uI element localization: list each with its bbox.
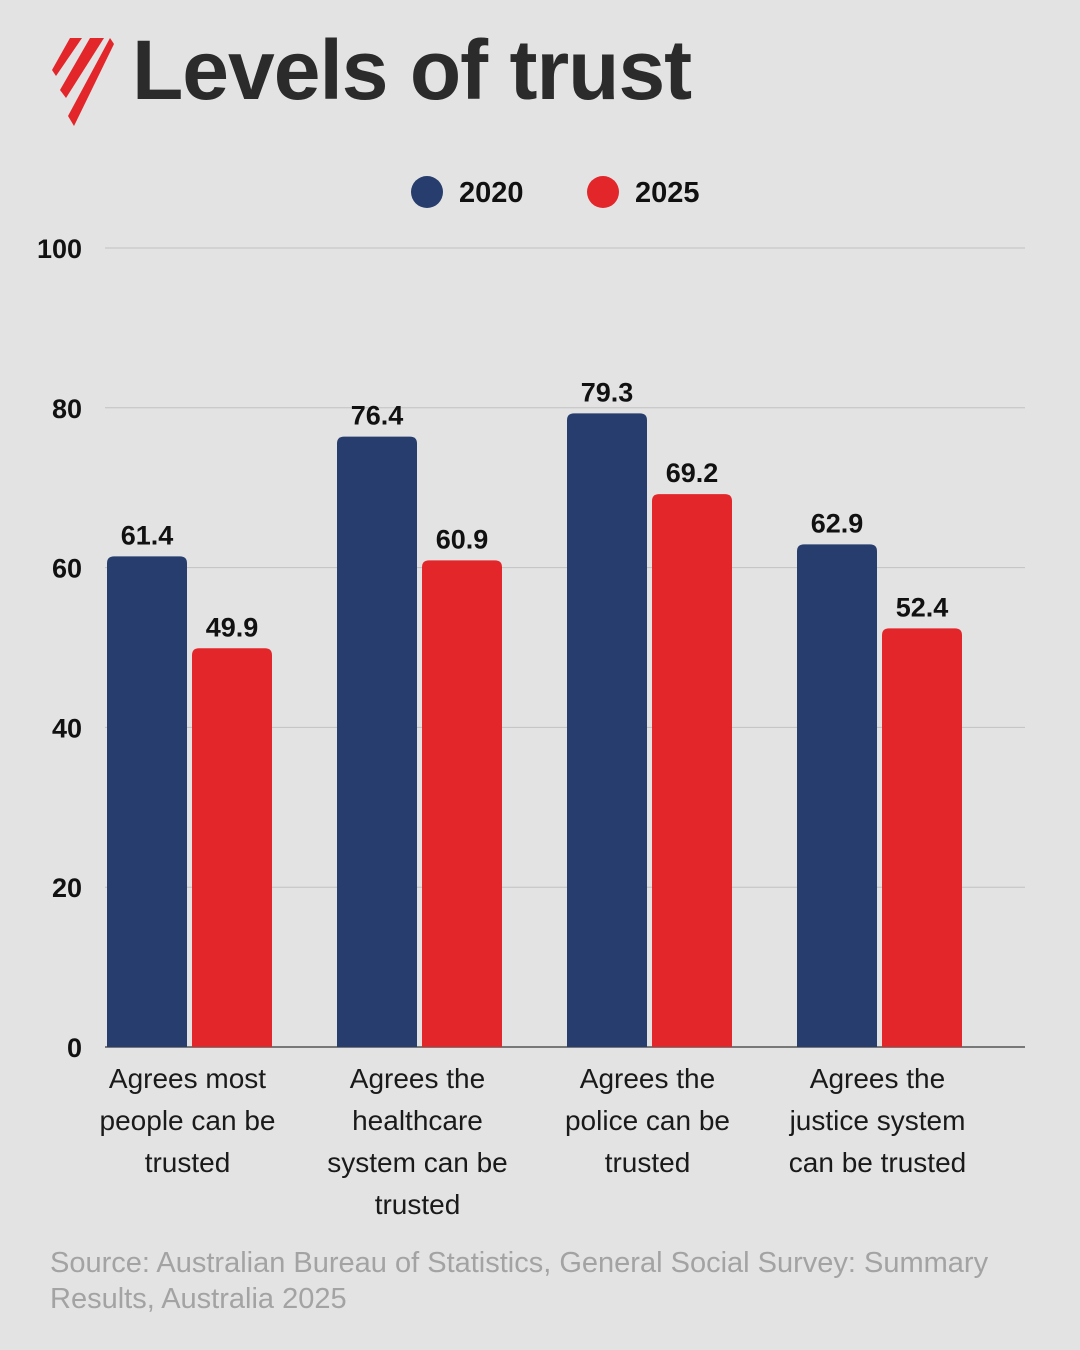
value-label: 79.3 — [581, 377, 634, 407]
value-label: 61.4 — [121, 520, 174, 550]
y-tick-label: 60 — [52, 554, 82, 584]
category-label: Agrees the justice system can be trusted — [789, 1063, 967, 1178]
category-label: Agrees most people can be trusted — [100, 1063, 276, 1178]
y-tick-label: 0 — [67, 1033, 82, 1063]
bar-2020 — [797, 544, 877, 1047]
category-label-line: system can be — [327, 1147, 508, 1178]
bar-2025 — [192, 648, 272, 1047]
value-label: 52.4 — [896, 592, 949, 622]
category-label-line: can be trusted — [789, 1147, 966, 1178]
bar-2020 — [107, 556, 187, 1047]
y-tick-label: 100 — [37, 234, 82, 264]
page-title: Levels of trust — [132, 23, 692, 117]
y-axis: 0 20 40 60 80 100 — [37, 234, 82, 1063]
category-label: Agrees the police can be trusted — [565, 1063, 730, 1178]
bars — [107, 413, 962, 1048]
category-label-line: healthcare — [352, 1105, 483, 1136]
legend-swatch-2020 — [411, 176, 443, 208]
category-label: Agrees the healthcare system can be trusted — [327, 1063, 508, 1220]
value-label: 69.2 — [666, 458, 719, 488]
category-label-line: Agrees the — [810, 1063, 945, 1094]
category-label-line: trusted — [145, 1147, 231, 1178]
legend-label-2025: 2025 — [635, 177, 700, 209]
value-label: 60.9 — [436, 524, 489, 554]
category-label-line: police can be — [565, 1105, 730, 1136]
category-label-line: trusted — [375, 1189, 461, 1220]
value-label: 49.9 — [206, 612, 259, 642]
y-tick-label: 20 — [52, 873, 82, 903]
value-labels: 61.4 49.9 76.4 60.9 79.3 69.2 62.9 52.4 — [121, 377, 949, 642]
legend-label-2020: 2020 — [459, 177, 524, 209]
value-label: 76.4 — [351, 401, 404, 431]
bar-2025 — [652, 494, 732, 1047]
category-label-line: people can be — [100, 1105, 276, 1136]
header: Levels of trust — [0, 0, 1080, 140]
bar-2020 — [567, 413, 647, 1047]
bar-chart: 2020 2025 0 20 40 60 80 100 61.4 49.9 76.4 60.9 79… — [37, 176, 1025, 1220]
category-label-line: Agrees the — [350, 1063, 485, 1094]
bar-2025 — [422, 560, 502, 1047]
value-label: 62.9 — [811, 508, 864, 538]
legend-swatch-2025 — [587, 176, 619, 208]
bar-2025 — [882, 628, 962, 1047]
category-label-line: justice system — [789, 1105, 966, 1136]
sbs-logo-icon — [52, 38, 114, 126]
y-tick-label: 80 — [52, 394, 82, 424]
source-note: Source: Australian Bureau of Statistics,… — [50, 1247, 989, 1315]
y-tick-label: 40 — [52, 713, 82, 743]
category-label-line: Agrees the — [580, 1063, 715, 1094]
category-label-line: Agrees most — [109, 1063, 266, 1094]
bar-2020 — [337, 436, 417, 1048]
category-label-line: trusted — [605, 1147, 691, 1178]
legend: 2020 2025 — [411, 176, 700, 209]
